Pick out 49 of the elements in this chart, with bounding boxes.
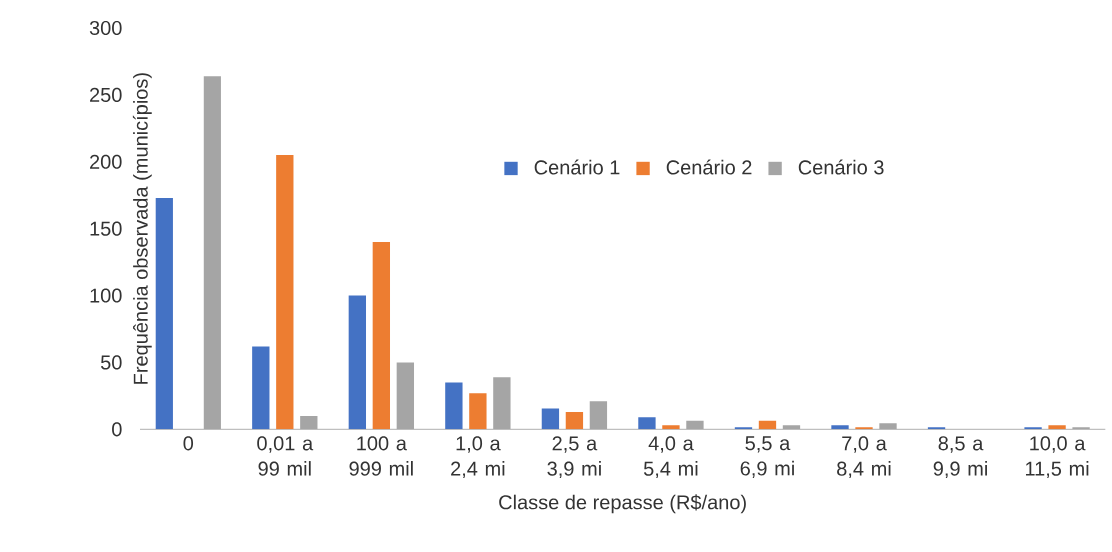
bar [469, 393, 487, 430]
bar [348, 295, 367, 430]
y-tick-label: 0 [112, 422, 122, 437]
bar [445, 382, 463, 430]
bar [1072, 427, 1090, 430]
bar [831, 425, 849, 430]
bar [372, 242, 391, 430]
bar [1024, 427, 1042, 430]
bar [589, 401, 608, 430]
bar [662, 425, 680, 430]
bar [782, 425, 801, 430]
bar [300, 415, 318, 430]
bar [155, 197, 173, 430]
bar [927, 427, 946, 430]
x-tick-label: 10,0 a 11,5 mi [1025, 436, 1089, 479]
x-tick-label: 0,01 a 99 mil [257, 436, 314, 476]
y-tick-label: 100 [90, 288, 122, 303]
bar [734, 427, 753, 430]
bar [541, 408, 560, 430]
legend-label: Cenário 3 [798, 159, 884, 175]
y-tick-label: 250 [90, 87, 122, 102]
y-axis-title: Frequência observada (municípios) [132, 73, 152, 384]
x-tick-label: 8,5 a 9,9 mi [933, 436, 987, 479]
bar [686, 420, 704, 430]
legend-label: Cenário 2 [666, 159, 752, 175]
bar [252, 346, 270, 430]
y-tick-label: 50 [100, 355, 122, 370]
bar [879, 423, 897, 430]
bar [493, 377, 511, 430]
x-axis-title: Classe de repasse (R$/ano) [499, 494, 746, 514]
x-tick-label: 0 [183, 436, 194, 451]
bar [1048, 425, 1066, 430]
y-tick-label: 300 [89, 20, 122, 36]
bar [276, 155, 294, 430]
x-tick-label: 4,0 a 5,4 mi [643, 436, 698, 479]
y-tick-label: 200 [90, 154, 122, 169]
y-tick-label: 150 [90, 221, 122, 236]
x-tick-label: 7,0 a 8,4 mi [837, 436, 891, 479]
x-tick-label: 2,5 a 3,9 mi [547, 436, 601, 479]
bar [638, 417, 656, 430]
bar [855, 427, 873, 430]
bar [396, 362, 415, 430]
bar [758, 420, 777, 430]
x-tick-label: 100 a 999 mil [349, 436, 413, 476]
bar [565, 411, 584, 430]
x-tick-label: 5,5 a 6,9 mi [740, 436, 794, 478]
legend-label: Cenário 1 [534, 159, 620, 175]
x-tick-label: 1,0 a 2,4 mi [451, 436, 505, 479]
bar [203, 76, 221, 430]
